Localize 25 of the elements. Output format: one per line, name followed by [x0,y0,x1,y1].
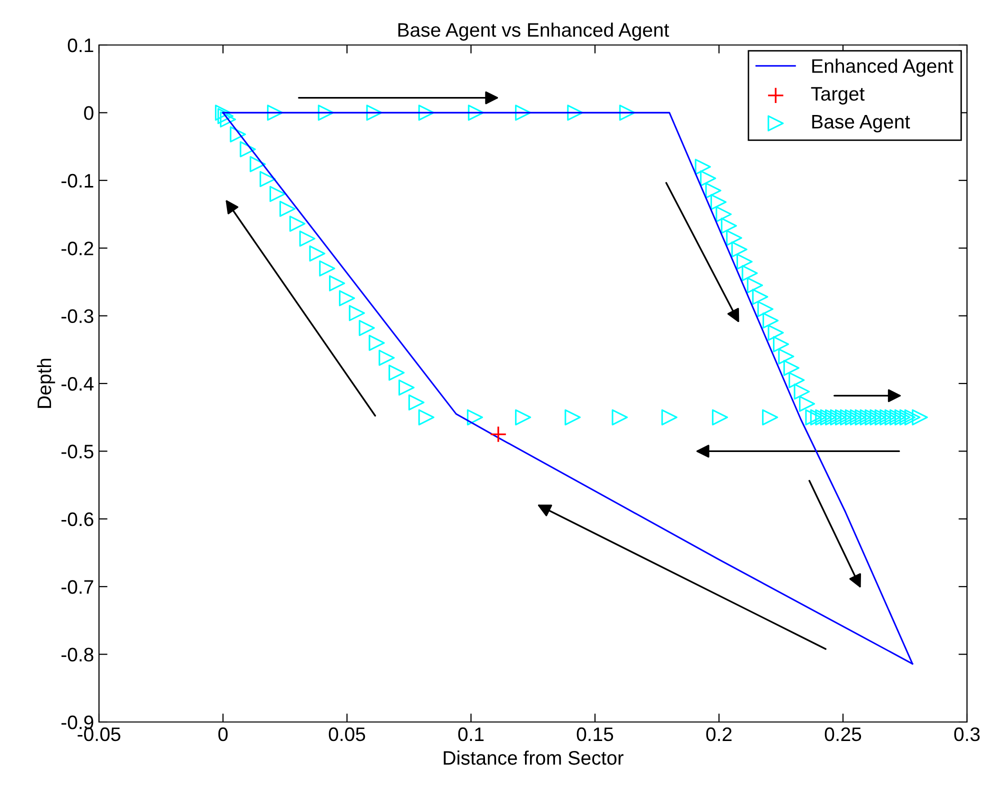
x-tick-label: 0.25 [824,727,862,742]
x-tick-label: -0.05 [78,727,120,742]
x-tick-label: 0.05 [328,727,366,742]
y-tick-label: -0.5 [62,444,94,458]
y-tick-label: -0.4 [62,376,94,391]
y-tick-label: 0.1 [68,38,94,52]
x-tick-label: 0.3 [954,727,980,742]
x-tick-label: 0.2 [706,727,732,742]
y-tick-label: -0.6 [62,512,94,526]
y-tick-label: -0.3 [62,309,94,324]
chart-title: Base Agent vs Enhanced Agent [398,22,670,41]
x-axis-title: Distance from Sector [444,750,624,765]
y-axis-title: Depth [36,358,56,408]
y-tick-label: -0.2 [62,242,94,256]
y-tick-label: -0.9 [62,715,94,730]
y-tick-label: -0.1 [62,174,94,188]
y-tick-label: -0.8 [62,648,94,662]
x-tick-label: 0 [218,727,228,742]
legend-label: Target [811,87,865,105]
legend-label: Base Agent [812,115,910,132]
legend-label: Enhanced Agent [812,58,954,77]
x-tick-label: 0.15 [576,727,614,742]
y-tick-label: 0 [84,106,94,120]
x-tick-label: 0.1 [458,727,484,742]
y-tick-label: -0.7 [62,580,94,594]
